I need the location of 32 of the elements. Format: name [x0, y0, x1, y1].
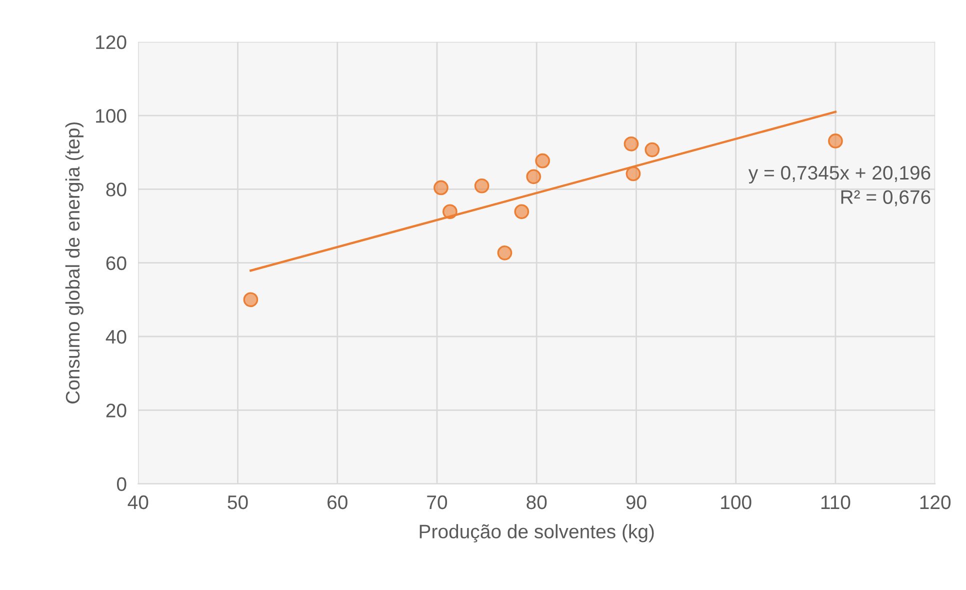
x-tick-label: 50	[228, 495, 248, 510]
y-tick-label: 0	[116, 477, 126, 492]
point	[526, 169, 542, 184]
point	[514, 204, 530, 220]
x-tick-label: 90	[626, 495, 646, 510]
x-tick-label: 110	[821, 495, 850, 510]
x-tick-label: 60	[328, 495, 348, 510]
x-tick-label: 80	[526, 495, 547, 510]
annotation: y = 0,7345x + 20,196	[748, 166, 930, 184]
point	[535, 153, 550, 168]
point	[442, 204, 458, 220]
point	[828, 134, 843, 148]
point	[624, 136, 639, 152]
y-axis-title: Consumo global de energia (tep)	[65, 122, 84, 404]
x-tick-label: 100	[721, 495, 752, 510]
x-tick-label: 40	[128, 495, 148, 510]
y-tick-label: 80	[106, 182, 126, 196]
y-tick-label: 20	[106, 404, 126, 418]
point	[644, 142, 660, 158]
y-tick-label: 60	[106, 256, 126, 270]
y-tick-label: 40	[106, 330, 126, 344]
point	[626, 166, 641, 182]
x-tick-label: 70	[427, 495, 448, 510]
point	[243, 292, 258, 308]
y-tick-label: 100	[96, 109, 126, 123]
annotation: R² = 0,676	[841, 190, 930, 206]
point	[474, 178, 490, 194]
y-tick-label: 120	[96, 35, 126, 50]
x-tick-label: 120	[920, 495, 951, 510]
point	[497, 245, 512, 260]
point	[434, 180, 448, 196]
x-axis-title: Produção de solventes (kg)	[420, 524, 654, 542]
